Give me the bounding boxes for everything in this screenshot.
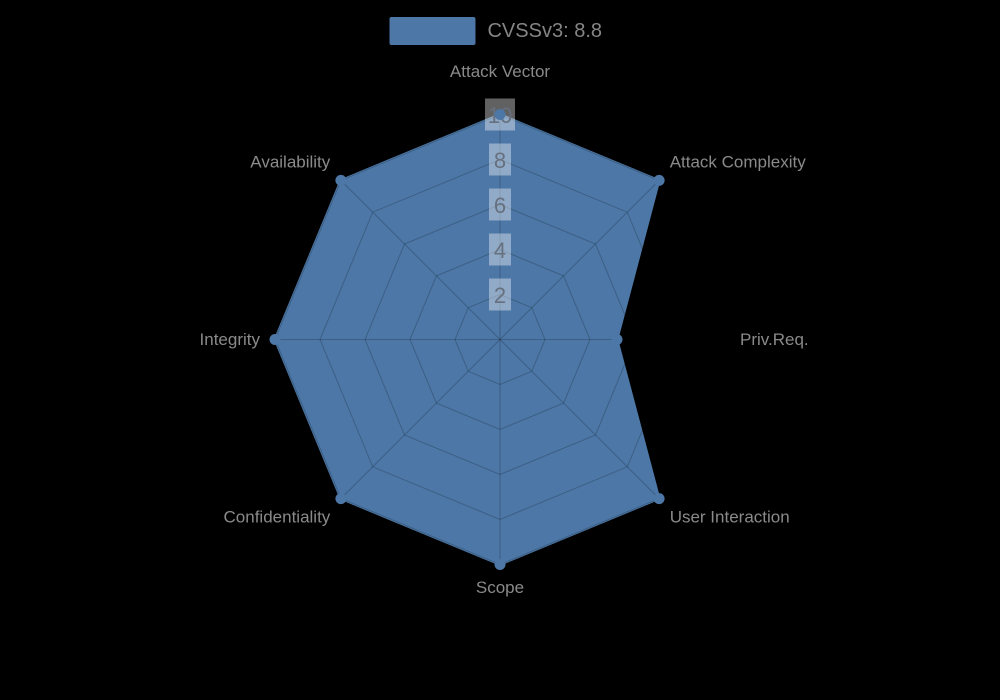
axis-label-confidentiality: Confidentiality: [224, 508, 331, 527]
radar-axis-line: [340, 339, 501, 499]
radar-axis-line: [499, 180, 660, 340]
radar-grid-ring: [319, 158, 681, 521]
legend-item-cvssv3[interactable]: CVSSv3: 8.8: [389, 17, 602, 45]
radar-grid-ring: [454, 293, 546, 386]
axis-label-user-interaction: User Interaction: [670, 508, 790, 527]
radar-data-point[interactable]: [269, 334, 281, 345]
radial-tick-box: [489, 188, 511, 221]
axis-label-attack-vector: Attack Vector: [450, 62, 550, 81]
axis-label-priv-req-: Priv.Req.: [740, 330, 809, 349]
radial-tick-label: 8: [494, 148, 506, 173]
radar-data-point[interactable]: [653, 493, 665, 505]
radial-tick-box: [489, 278, 511, 311]
radar-axis-line: [340, 180, 501, 340]
radar-grid-ring: [409, 248, 591, 431]
radar-data-point[interactable]: [494, 109, 506, 120]
radar-grid-ring: [364, 203, 636, 476]
radar-data-point[interactable]: [335, 493, 347, 505]
radar-data-point[interactable]: [653, 174, 665, 186]
legend-label: CVSSv3: 8.8: [487, 20, 603, 42]
radial-tick-label: 6: [494, 193, 506, 218]
radar-data-point[interactable]: [494, 559, 506, 570]
radar-data-point[interactable]: [611, 334, 623, 345]
radial-tick-box: [489, 233, 511, 266]
radial-tick-label: 4: [494, 238, 506, 263]
radial-tick-box: [489, 143, 511, 176]
legend-swatch[interactable]: [389, 17, 476, 45]
axis-label-attack-complexity: Attack Complexity: [670, 152, 807, 171]
radar-axis-line: [499, 339, 660, 499]
axis-label-availability: Availability: [250, 152, 331, 171]
axis-label-scope: Scope: [476, 578, 524, 597]
radar-data-point[interactable]: [335, 174, 347, 186]
axis-label-integrity: Integrity: [200, 330, 261, 349]
radial-tick-label: 2: [494, 283, 506, 308]
